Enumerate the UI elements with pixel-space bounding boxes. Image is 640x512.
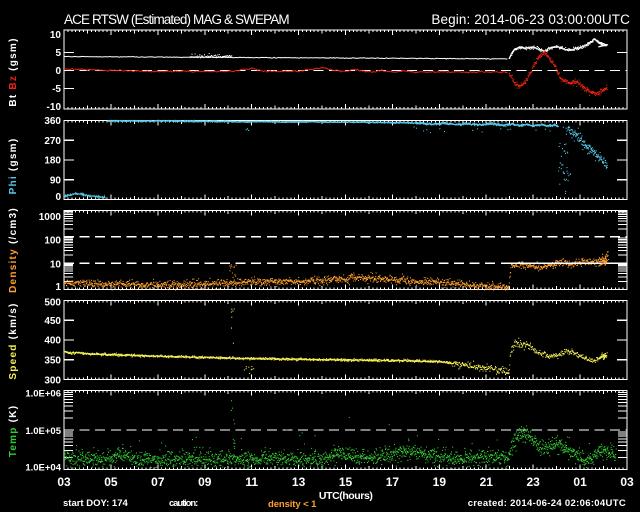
svg-text:450: 450 [44,316,61,327]
svg-text:-5: -5 [52,84,61,95]
svg-text:start DOY: 174: start DOY: 174 [63,498,128,509]
svg-text:1: 1 [55,282,61,293]
svg-text:100: 100 [44,236,61,247]
svg-text:1000: 1000 [39,212,62,223]
svg-text:caution:: caution: [169,498,198,509]
svg-text:-10: -10 [47,102,62,113]
svg-text:ACE RTSW (Estimated) MAG & SWE: ACE RTSW (Estimated) MAG & SWEPAM [64,12,289,27]
svg-text:0: 0 [55,192,61,203]
svg-text:UTC(hours): UTC(hours) [319,490,373,502]
svg-text:90: 90 [50,175,62,186]
svg-text:400: 400 [44,336,61,347]
svg-text:21: 21 [480,475,494,489]
svg-text:1.0E+04: 1.0E+04 [25,463,61,474]
svg-text:1.0E+05: 1.0E+05 [25,426,61,437]
svg-text:23: 23 [526,475,540,489]
svg-text:10: 10 [50,260,62,271]
svg-text:density < 1: density < 1 [268,499,317,510]
svg-text:360: 360 [44,116,61,127]
svg-text:Temp (K): Temp (K) [8,405,19,458]
svg-text:15: 15 [339,475,353,489]
svg-text:19: 19 [433,475,447,489]
svg-text:13: 13 [292,475,306,489]
svg-text:05: 05 [104,475,118,489]
svg-text:Density (/cm3): Density (/cm3) [8,207,19,293]
svg-text:180: 180 [44,156,61,167]
svg-text:03: 03 [57,475,71,489]
svg-text:11: 11 [245,475,258,489]
svg-text:01: 01 [573,475,587,489]
svg-text:270: 270 [44,136,61,147]
svg-text:Bt Bz (gsm): Bt Bz (gsm) [8,37,19,106]
svg-text:07: 07 [151,475,165,489]
svg-text:09: 09 [198,475,212,489]
svg-text:10: 10 [50,30,62,41]
svg-text:500: 500 [44,298,61,309]
svg-text:Begin: 2014-06-23 03:00:00UTC: Begin: 2014-06-23 03:00:00UTC [431,12,630,27]
svg-text:0: 0 [55,66,61,77]
svg-text:Speed (km/s): Speed (km/s) [8,302,19,379]
svg-text:5: 5 [55,48,61,59]
svg-text:300: 300 [44,376,61,387]
svg-text:created: 2014-06-24 02:06:04UT: created: 2014-06-24 02:06:04UTC [468,498,626,509]
svg-text:Phi (gsm): Phi (gsm) [8,138,19,195]
svg-text:03: 03 [620,475,634,489]
svg-text:350: 350 [44,355,61,366]
svg-text:1.0E+06: 1.0E+06 [25,389,61,400]
svg-text:17: 17 [386,475,400,489]
